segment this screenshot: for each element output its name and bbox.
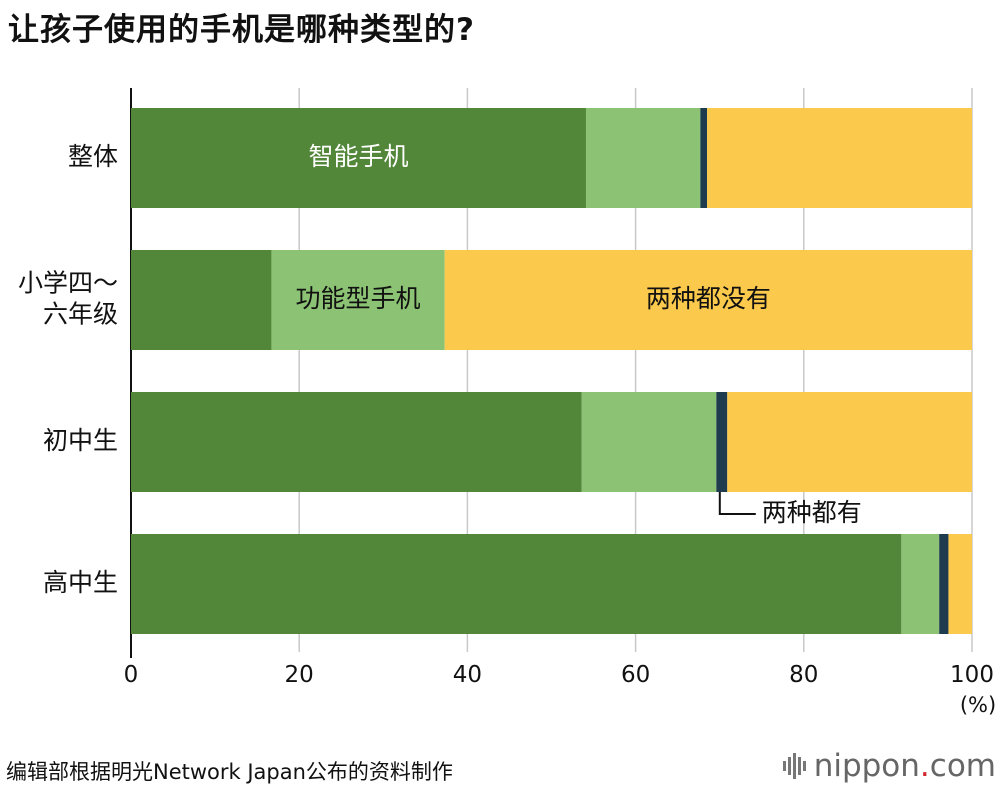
x-tick-label: 60 bbox=[621, 662, 650, 688]
category-label: 六年级 bbox=[43, 300, 118, 329]
x-tick-label: 40 bbox=[453, 662, 482, 688]
x-tick-label: 0 bbox=[124, 662, 139, 688]
logo-name: nippon bbox=[813, 748, 920, 784]
bar-segment bbox=[131, 534, 902, 634]
x-tick-label: 20 bbox=[285, 662, 314, 688]
bar-segment bbox=[939, 534, 949, 634]
stacked-bar-chart: 整体小学四～六年级初中生高中生0 20 40 60 80 100(%)智能手机功能型手机两… bbox=[18, 88, 996, 717]
series-label: 智能手机 bbox=[308, 142, 408, 171]
series-label: 两种都没有 bbox=[646, 284, 771, 313]
bar-segment bbox=[444, 250, 972, 350]
source-note: 编辑部根据明光Network Japan公布的资料制作 bbox=[6, 760, 453, 784]
bar-segment bbox=[585, 108, 701, 208]
labels: 整体小学四～六年级初中生高中生0 20 40 60 80 100(%)智能手机功能型手机两… bbox=[18, 142, 996, 717]
callout-label: 两种都有 bbox=[762, 498, 862, 527]
bar-segment bbox=[700, 108, 708, 208]
category-label: 初中生 bbox=[43, 426, 118, 455]
logo-dot: . bbox=[919, 748, 930, 784]
bar-segment bbox=[271, 250, 445, 350]
bar-segment bbox=[581, 392, 717, 492]
callout-leader-line bbox=[718, 492, 756, 515]
category-label: 整体 bbox=[68, 142, 118, 171]
bar-segment bbox=[707, 108, 972, 208]
series-label: 功能型手机 bbox=[296, 284, 421, 313]
nippon-logo[interactable]: nippon. com bbox=[782, 748, 996, 784]
bar-segment bbox=[716, 392, 728, 492]
logo-tld: com bbox=[929, 748, 996, 784]
logo-bars-icon bbox=[782, 753, 806, 779]
x-tick-label: 100 bbox=[950, 662, 994, 688]
category-label: 高中生 bbox=[43, 568, 118, 597]
bar-segment bbox=[948, 534, 972, 634]
x-unit-label: (%) bbox=[960, 693, 996, 717]
bar-segment bbox=[131, 108, 586, 208]
x-tick-label: 80 bbox=[789, 662, 818, 688]
bar-segment bbox=[901, 534, 940, 634]
chart-title: 让孩子使用的手机是哪种类型的? bbox=[8, 12, 475, 48]
category-label: 小学四～ bbox=[18, 269, 118, 298]
bar-segment bbox=[727, 392, 972, 492]
bar-segment bbox=[131, 250, 272, 350]
bars bbox=[131, 108, 972, 634]
bar-segment bbox=[131, 392, 582, 492]
